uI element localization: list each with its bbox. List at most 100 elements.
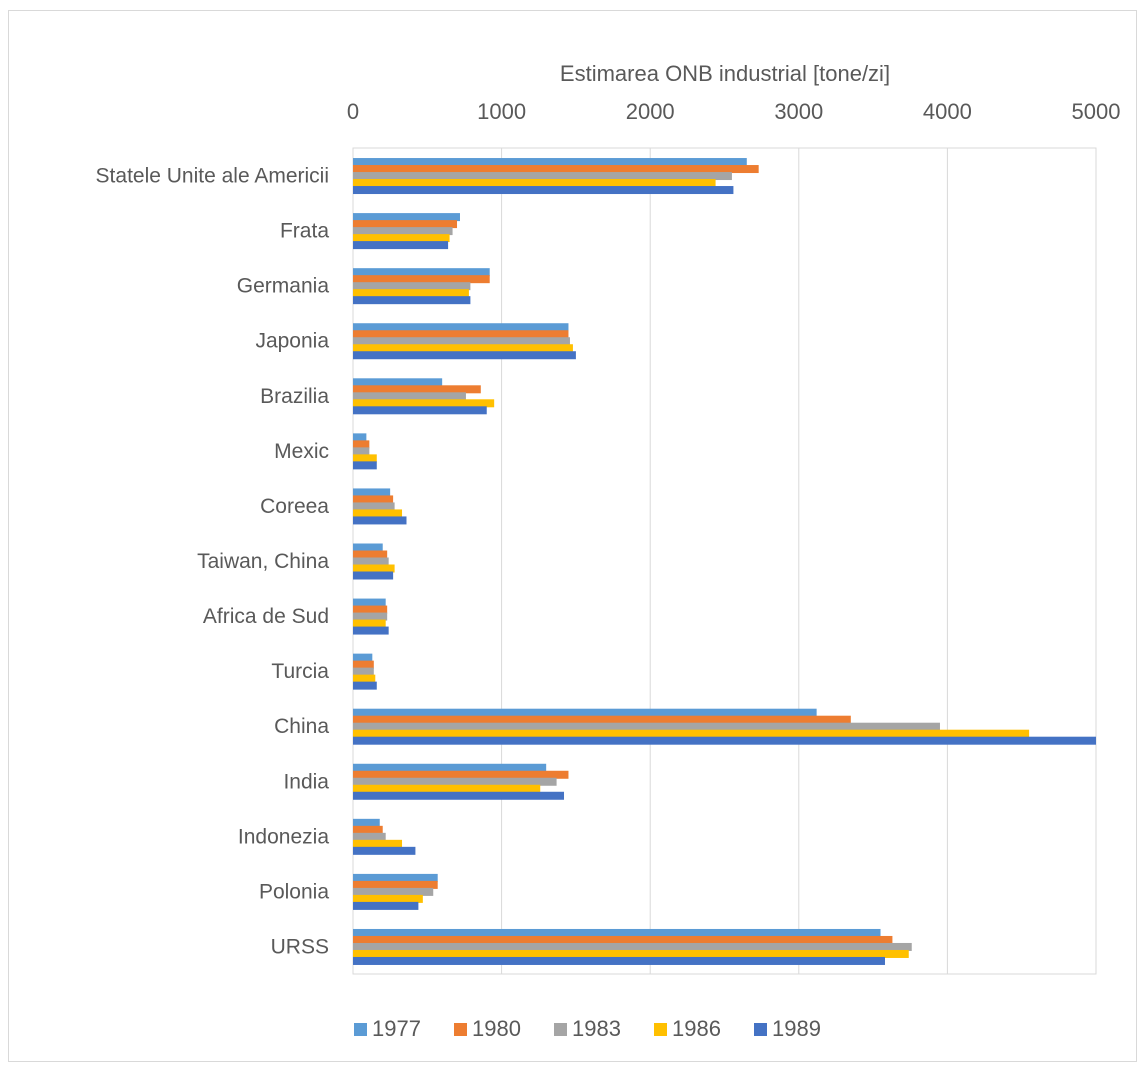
legend-label: 1977 — [372, 1016, 421, 1041]
bar-1977 — [353, 158, 747, 167]
bar-1989 — [353, 296, 471, 305]
bar-1989 — [353, 736, 1096, 745]
category-label: China — [274, 715, 329, 738]
bar-1989 — [353, 516, 407, 525]
category-label: Polonia — [259, 880, 329, 903]
bar-1989 — [353, 186, 734, 195]
bar-1980 — [353, 440, 370, 449]
bar-1989 — [353, 241, 449, 250]
bar-1986 — [353, 894, 423, 903]
bar-1980 — [353, 605, 388, 614]
bar-1986 — [353, 509, 403, 518]
bars — [353, 158, 1096, 965]
chart-svg: Estimarea ONB industrial [tone/zi] 0 1000… — [96, 61, 1121, 1041]
bar-1989 — [353, 791, 565, 800]
chart-area: Estimarea ONB industrial [tone/zi] 0 1000… — [8, 10, 1137, 1062]
bar-1983 — [353, 942, 912, 951]
bar-1980 — [353, 715, 851, 724]
category-label: Japonia — [255, 330, 329, 353]
x-tick-label: 5000 — [1072, 99, 1121, 124]
bar-1977 — [353, 488, 391, 497]
bar-1986 — [353, 839, 403, 848]
bar-1980 — [353, 385, 481, 394]
category-label: Indonezia — [238, 825, 329, 848]
bar-1977 — [353, 323, 569, 332]
bar-1983 — [353, 887, 434, 896]
bar-1983 — [353, 172, 732, 181]
bar-1986 — [353, 674, 376, 683]
bar-1986 — [353, 234, 450, 243]
bar-1980 — [353, 880, 438, 889]
legend-swatch — [354, 1023, 367, 1036]
legend-label: 1986 — [672, 1016, 721, 1041]
bar-1983 — [353, 722, 940, 731]
bar-1977 — [353, 433, 367, 442]
bar-1989 — [353, 956, 885, 965]
category-label: Turcia — [271, 660, 329, 683]
bar-1977 — [353, 873, 438, 882]
bar-1986 — [353, 289, 469, 298]
bar-1980 — [353, 660, 374, 669]
bar-1977 — [353, 708, 817, 717]
bar-1980 — [353, 825, 383, 834]
bar-1977 — [353, 543, 383, 552]
legend-swatch — [554, 1023, 567, 1036]
bar-1986 — [353, 454, 377, 463]
category-label: Mexic — [274, 440, 329, 463]
bar-1989 — [353, 846, 416, 855]
bar-1980 — [353, 550, 388, 559]
bar-1983 — [353, 777, 557, 786]
bar-1986 — [353, 399, 495, 408]
bar-1977 — [353, 378, 443, 387]
x-tick-label: 1000 — [477, 99, 526, 124]
category-label: Frata — [280, 220, 329, 243]
legend-label: 1989 — [772, 1016, 821, 1041]
bar-1986 — [353, 344, 573, 353]
bar-1989 — [353, 461, 377, 470]
bar-1980 — [353, 275, 490, 284]
category-label: Taiwan, China — [197, 550, 329, 573]
bar-1989 — [353, 406, 487, 415]
category-label: URSS — [271, 935, 329, 958]
bar-1989 — [353, 351, 576, 360]
category-label: Coreea — [260, 495, 329, 518]
legend-swatch — [454, 1023, 467, 1036]
bar-1983 — [353, 502, 395, 511]
legend-label: 1980 — [472, 1016, 521, 1041]
bar-1983 — [353, 612, 388, 621]
bar-1986 — [353, 619, 386, 628]
bar-1977 — [353, 928, 881, 937]
category-label: Africa de Sud — [203, 605, 329, 628]
bar-1980 — [353, 165, 759, 174]
bar-1986 — [353, 729, 1030, 738]
x-tick-label: 0 — [347, 99, 359, 124]
bar-1977 — [353, 763, 547, 772]
bar-1983 — [353, 227, 453, 236]
bar-1983 — [353, 557, 389, 566]
x-tick-label: 3000 — [774, 99, 823, 124]
bar-1977 — [353, 598, 386, 607]
x-axis-ticks: 0 1000 2000 3000 4000 5000 — [347, 99, 1121, 124]
x-tick-label: 4000 — [923, 99, 972, 124]
bar-1989 — [353, 681, 377, 690]
bar-1980 — [353, 330, 569, 339]
category-label: Germania — [237, 275, 330, 298]
legend: 1977 1980 1983 1986 1989 — [354, 1016, 821, 1041]
bar-1983 — [353, 337, 570, 346]
bar-1977 — [353, 653, 373, 662]
bar-1983 — [353, 447, 370, 456]
category-label: India — [283, 770, 329, 793]
bar-1980 — [353, 770, 569, 779]
bar-1980 — [353, 495, 394, 504]
category-label: Statele Unite ale Americii — [96, 165, 329, 188]
bar-1983 — [353, 832, 386, 841]
legend-label: 1983 — [572, 1016, 621, 1041]
bar-1983 — [353, 282, 471, 291]
bar-1977 — [353, 213, 460, 222]
bar-1977 — [353, 268, 490, 277]
bar-1989 — [353, 626, 389, 635]
legend-swatch — [654, 1023, 667, 1036]
bar-1980 — [353, 220, 458, 229]
legend-swatch — [754, 1023, 767, 1036]
x-axis-title: Estimarea ONB industrial [tone/zi] — [560, 61, 890, 86]
